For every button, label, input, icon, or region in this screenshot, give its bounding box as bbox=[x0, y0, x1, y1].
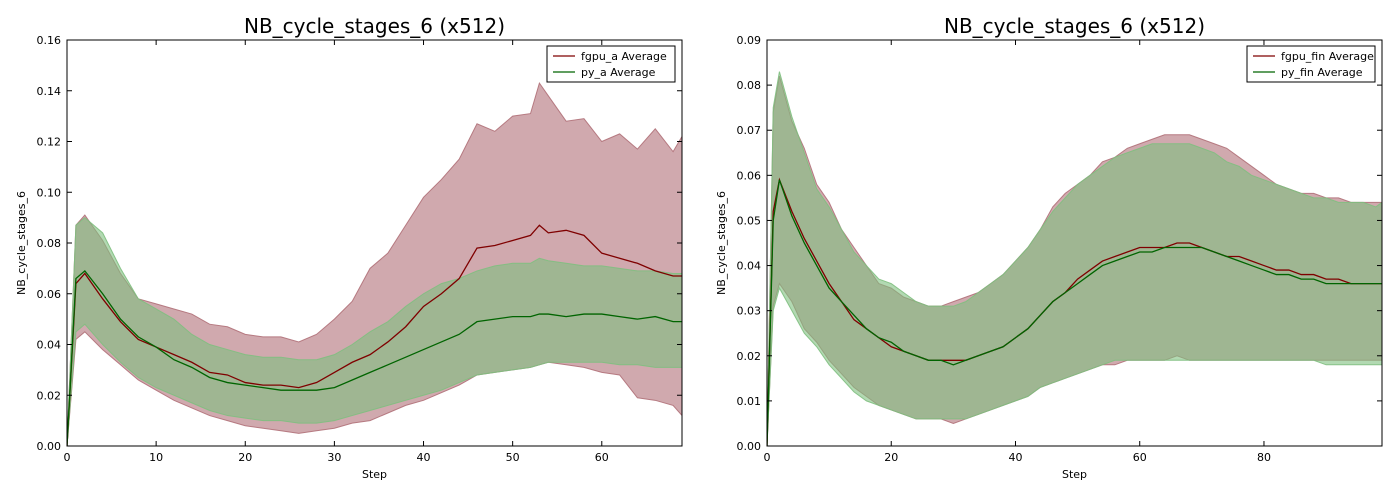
y-tick-label: 0.00 bbox=[37, 440, 62, 453]
series-band-secondary bbox=[67, 216, 682, 446]
legend: fgpu_a Average py_a Average bbox=[546, 45, 676, 83]
legend-label: py_a Average bbox=[581, 66, 656, 79]
legend-label: fgpu_a Average bbox=[581, 50, 667, 63]
x-tick-label: 30 bbox=[327, 451, 341, 464]
x-axis-label: Step bbox=[1062, 468, 1087, 481]
y-tick-label: 0.08 bbox=[737, 79, 762, 92]
y-tick-label: 0.07 bbox=[737, 124, 762, 137]
x-tick-label: 50 bbox=[506, 451, 520, 464]
legend-box bbox=[1246, 45, 1376, 83]
y-tick-label: 0.03 bbox=[737, 305, 762, 318]
x-tick-label: 40 bbox=[417, 451, 431, 464]
x-tick-label: 60 bbox=[1133, 451, 1147, 464]
y-tick-label: 0.00 bbox=[737, 440, 762, 453]
legend: fgpu_fin Average py_fin Average bbox=[1246, 45, 1376, 83]
x-tick-label: 0 bbox=[764, 451, 771, 464]
y-tick-label: 0.14 bbox=[37, 85, 62, 98]
series-line-secondary bbox=[767, 179, 1382, 446]
axes-frame bbox=[766, 39, 1383, 447]
y-tick-label: 0.09 bbox=[737, 34, 762, 47]
x-tick-label: 20 bbox=[884, 451, 898, 464]
y-tick-label: 0.08 bbox=[37, 237, 62, 250]
y-tick-label: 0.16 bbox=[37, 34, 62, 47]
chart-panel-b: NB_cycle_stages_6 (x512) 0 20 40 60 80 0.00 0.0… bbox=[715, 14, 1383, 481]
chart-title: NB_cycle_stages_6 (x512) bbox=[944, 14, 1205, 38]
x-axis-label: Step bbox=[362, 468, 387, 481]
series-band-secondary bbox=[767, 71, 1382, 446]
y-tick-label: 0.05 bbox=[737, 214, 762, 227]
x-tick-label: 0 bbox=[64, 451, 71, 464]
y-tick-label: 0.02 bbox=[737, 350, 762, 363]
legend-label: py_fin Average bbox=[1281, 66, 1363, 79]
y-tick-label: 0.02 bbox=[37, 389, 62, 402]
y-tick-label: 0.06 bbox=[737, 169, 762, 182]
x-tick-label: 80 bbox=[1257, 451, 1271, 464]
y-tick-label: 0.04 bbox=[737, 260, 762, 273]
y-tick-label: 0.06 bbox=[37, 288, 62, 301]
y-tick-label: 0.01 bbox=[737, 395, 762, 408]
x-tick-label: 20 bbox=[238, 451, 252, 464]
series-line-primary bbox=[67, 224, 682, 446]
y-tick-label: 0.12 bbox=[37, 136, 62, 149]
y-tick-label: 0.10 bbox=[37, 186, 62, 199]
legend-box bbox=[546, 45, 676, 83]
x-tick-label: 40 bbox=[1008, 451, 1022, 464]
plot-area bbox=[67, 82, 682, 446]
x-tick-label: 10 bbox=[149, 451, 163, 464]
x-tick-label: 60 bbox=[595, 451, 609, 464]
legend-label: fgpu_fin Average bbox=[1281, 50, 1374, 63]
series-line-secondary bbox=[67, 269, 682, 446]
series-line-primary bbox=[767, 177, 1382, 446]
y-axis-label: NB_cycle_stages_6 bbox=[15, 191, 28, 295]
chart-title: NB_cycle_stages_6 (x512) bbox=[244, 14, 505, 38]
y-axis-label: NB_cycle_stages_6 bbox=[715, 191, 728, 295]
chart-panel-a: NB_cycle_stages_6 (x512) 0 10 20 30 40 50 60 0.0… bbox=[15, 14, 683, 481]
plot-area bbox=[767, 71, 1382, 446]
y-tick-label: 0.04 bbox=[37, 339, 62, 352]
